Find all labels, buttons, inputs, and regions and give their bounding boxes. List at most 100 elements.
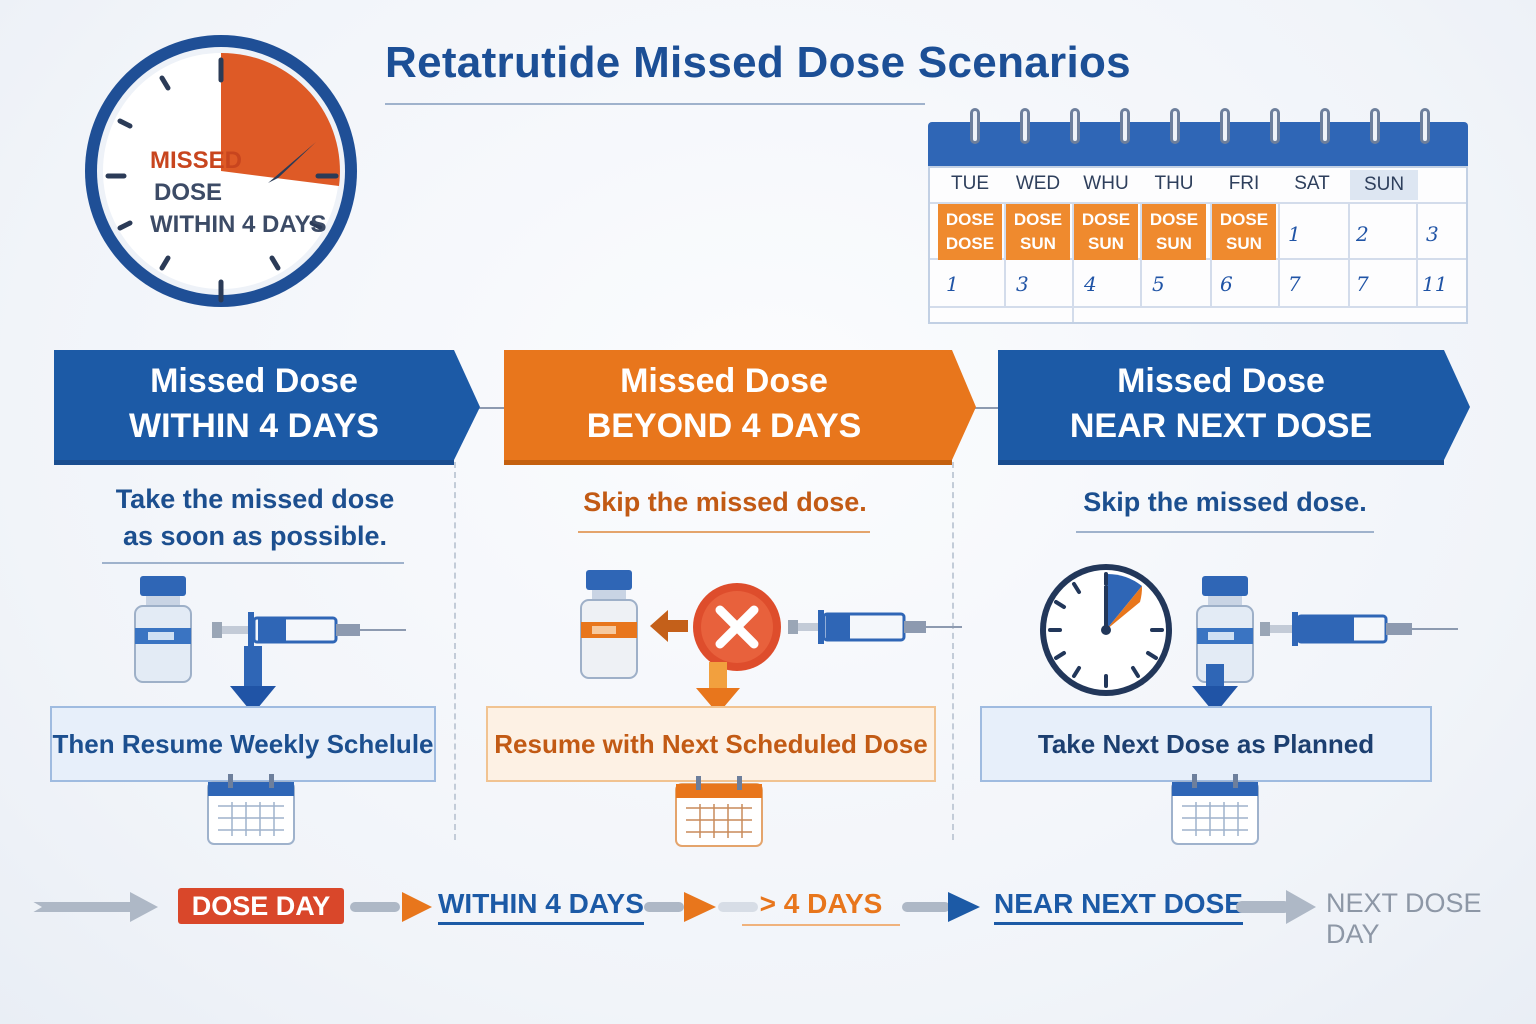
- calendar-gridline: [930, 202, 1466, 204]
- instruction-underline: [1076, 531, 1374, 533]
- timeline-beyond: > 4 DAYS: [742, 888, 900, 926]
- title-divider: [385, 103, 925, 105]
- syringe-icon: [210, 598, 410, 658]
- calendar-ring: [1270, 108, 1280, 144]
- instruction-underline: [102, 562, 404, 564]
- calendar-date: 5: [1152, 272, 1165, 296]
- instruction-line1: Take the missed dose: [115, 484, 395, 514]
- calendar-dose-top: DOSE: [1219, 210, 1269, 229]
- calendar-dose-bottom: SUN: [1156, 234, 1192, 253]
- calendar-ring: [1370, 108, 1380, 144]
- calendar-dose-bottom: SUN: [1226, 234, 1262, 253]
- vial-icon: [134, 576, 194, 684]
- clock-label-line1: MISSED: [150, 147, 243, 174]
- calendar-date: 11: [1422, 272, 1448, 296]
- timeline-within: WITHIN 4 DAYS: [438, 888, 644, 925]
- result-near: Take Next Dose as Planned: [980, 706, 1432, 782]
- instruction-near: Skip the missed dose.: [1083, 487, 1367, 517]
- calendar-date: 7: [1356, 272, 1369, 296]
- calendar-date: 4: [1084, 272, 1097, 296]
- calendar-date: 7: [1288, 272, 1301, 296]
- calendar-dose-top: DOSE: [945, 210, 995, 229]
- calendar-day-label: SUN: [1350, 170, 1418, 200]
- calendar-dose-cell: DOSE DOSE: [938, 204, 1002, 260]
- calendar-gridline: [930, 306, 1466, 308]
- calendar-dose-bottom: SUN: [1088, 234, 1124, 253]
- clock-icon: [1034, 562, 1178, 698]
- calendar-icon: [206, 774, 296, 846]
- calendar-icon: [674, 776, 764, 848]
- scenario-banner-beyond: Missed Dose BEYOND 4 DAYS: [504, 350, 980, 465]
- calendar-dose-cell: DOSE SUN: [1142, 204, 1206, 260]
- banner-heading: Missed Dose: [150, 362, 358, 400]
- calendar-dose-cell: DOSE SUN: [1212, 204, 1276, 260]
- result-beyond: Resume with Next Scheduled Dose: [486, 706, 936, 782]
- banner-subheading: NEAR NEXT DOSE: [1069, 407, 1373, 445]
- vial-icon: [580, 570, 640, 680]
- syringe-icon: [786, 596, 966, 656]
- calendar-dose-top: DOSE: [1013, 210, 1063, 229]
- calendar-day-label: SAT: [1294, 173, 1330, 194]
- instruction-line2: as soon as possible.: [122, 521, 388, 551]
- calendar-gridline: [1210, 202, 1212, 306]
- arrow-right-icon: [902, 892, 982, 922]
- calendar-icon: [1170, 774, 1260, 846]
- syringe-icon: [1258, 598, 1462, 658]
- calendar-dose-top: DOSE: [1149, 210, 1199, 229]
- calendar-gridline: [1072, 202, 1074, 322]
- calendar-date: 3: [1426, 222, 1439, 246]
- clock-label: MISSED DOSE WITHIN 4 DAYS: [150, 145, 350, 241]
- calendar-gridline: [1140, 202, 1142, 306]
- calendar-gridline: [1278, 202, 1280, 306]
- calendar-dose-top: DOSE: [1081, 210, 1131, 229]
- calendar-date: 2: [1356, 222, 1369, 246]
- calendar-dose-cell: DOSE SUN: [1006, 204, 1070, 260]
- arrow-right-icon: [350, 892, 434, 922]
- instruction-beyond: Skip the missed dose.: [583, 487, 867, 517]
- connector-line: [478, 407, 506, 409]
- clock-icon: [82, 28, 362, 314]
- calendar-ring: [1070, 108, 1080, 144]
- calendar-ring: [1120, 108, 1130, 144]
- calendar-ring: [970, 108, 980, 144]
- column-divider: [952, 462, 954, 840]
- banner-heading: Missed Dose: [1117, 362, 1325, 400]
- calendar-day-label: WHU: [1083, 173, 1129, 194]
- calendar-dose-cell: DOSE SUN: [1074, 204, 1138, 260]
- timeline-next: NEXT DOSE DAY: [1326, 888, 1482, 949]
- banner-heading: Missed Dose: [620, 362, 828, 400]
- calendar-date: 6: [1220, 272, 1233, 296]
- calendar-gridline: [1416, 202, 1418, 306]
- calendar-dose-bottom: SUN: [1020, 234, 1056, 253]
- calendar-ring: [1220, 108, 1230, 144]
- arrow-down-icon: [1190, 664, 1240, 716]
- arrow-down-icon: [694, 662, 742, 716]
- timeline-near: NEAR NEXT DOSE: [994, 888, 1243, 925]
- column-divider: [454, 462, 456, 840]
- arrow-right-icon: [1236, 890, 1318, 924]
- calendar-date: 3: [1016, 272, 1029, 296]
- banner-subheading: WITHIN 4 DAYS: [128, 407, 379, 445]
- vial-icon: [1196, 576, 1256, 684]
- instruction-underline: [578, 531, 870, 533]
- connector-line: [974, 407, 1000, 409]
- calendar-dose-bottom: DOSE: [945, 234, 995, 253]
- clock-label-line3: WITHIN 4 DAYS: [150, 211, 327, 238]
- calendar-date: 1: [946, 272, 959, 296]
- calendar-day-label: FRI: [1228, 173, 1260, 194]
- calendar-date: 1: [1288, 222, 1301, 246]
- clock-label-line2: DOSE: [154, 179, 223, 206]
- result-within: Then Resume Weekly Schelule: [50, 706, 436, 782]
- calendar-day-label: THU: [1154, 173, 1194, 194]
- calendar-gridline: [1004, 202, 1006, 306]
- calendar-ring: [1320, 108, 1330, 144]
- calendar-ring: [1170, 108, 1180, 144]
- cross-icon: [692, 582, 782, 672]
- timeline-dose-day: DOSE DAY: [178, 888, 344, 924]
- arrow-left-icon: [650, 608, 690, 644]
- arrow-right-icon: [644, 892, 762, 922]
- calendar-ring: [1420, 108, 1430, 144]
- calendar-ring: [1020, 108, 1030, 144]
- arrow-right-icon: [30, 892, 160, 922]
- scenario-banner-near: Missed Dose NEAR NEXT DOSE: [998, 350, 1474, 465]
